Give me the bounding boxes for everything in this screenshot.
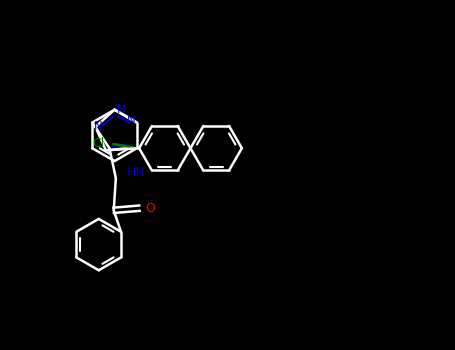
Text: HN: HN xyxy=(126,166,145,179)
Text: N: N xyxy=(94,120,103,133)
Text: Cl: Cl xyxy=(92,138,105,150)
Text: O: O xyxy=(145,202,155,215)
Text: N: N xyxy=(116,103,125,116)
Text: N: N xyxy=(127,114,136,127)
